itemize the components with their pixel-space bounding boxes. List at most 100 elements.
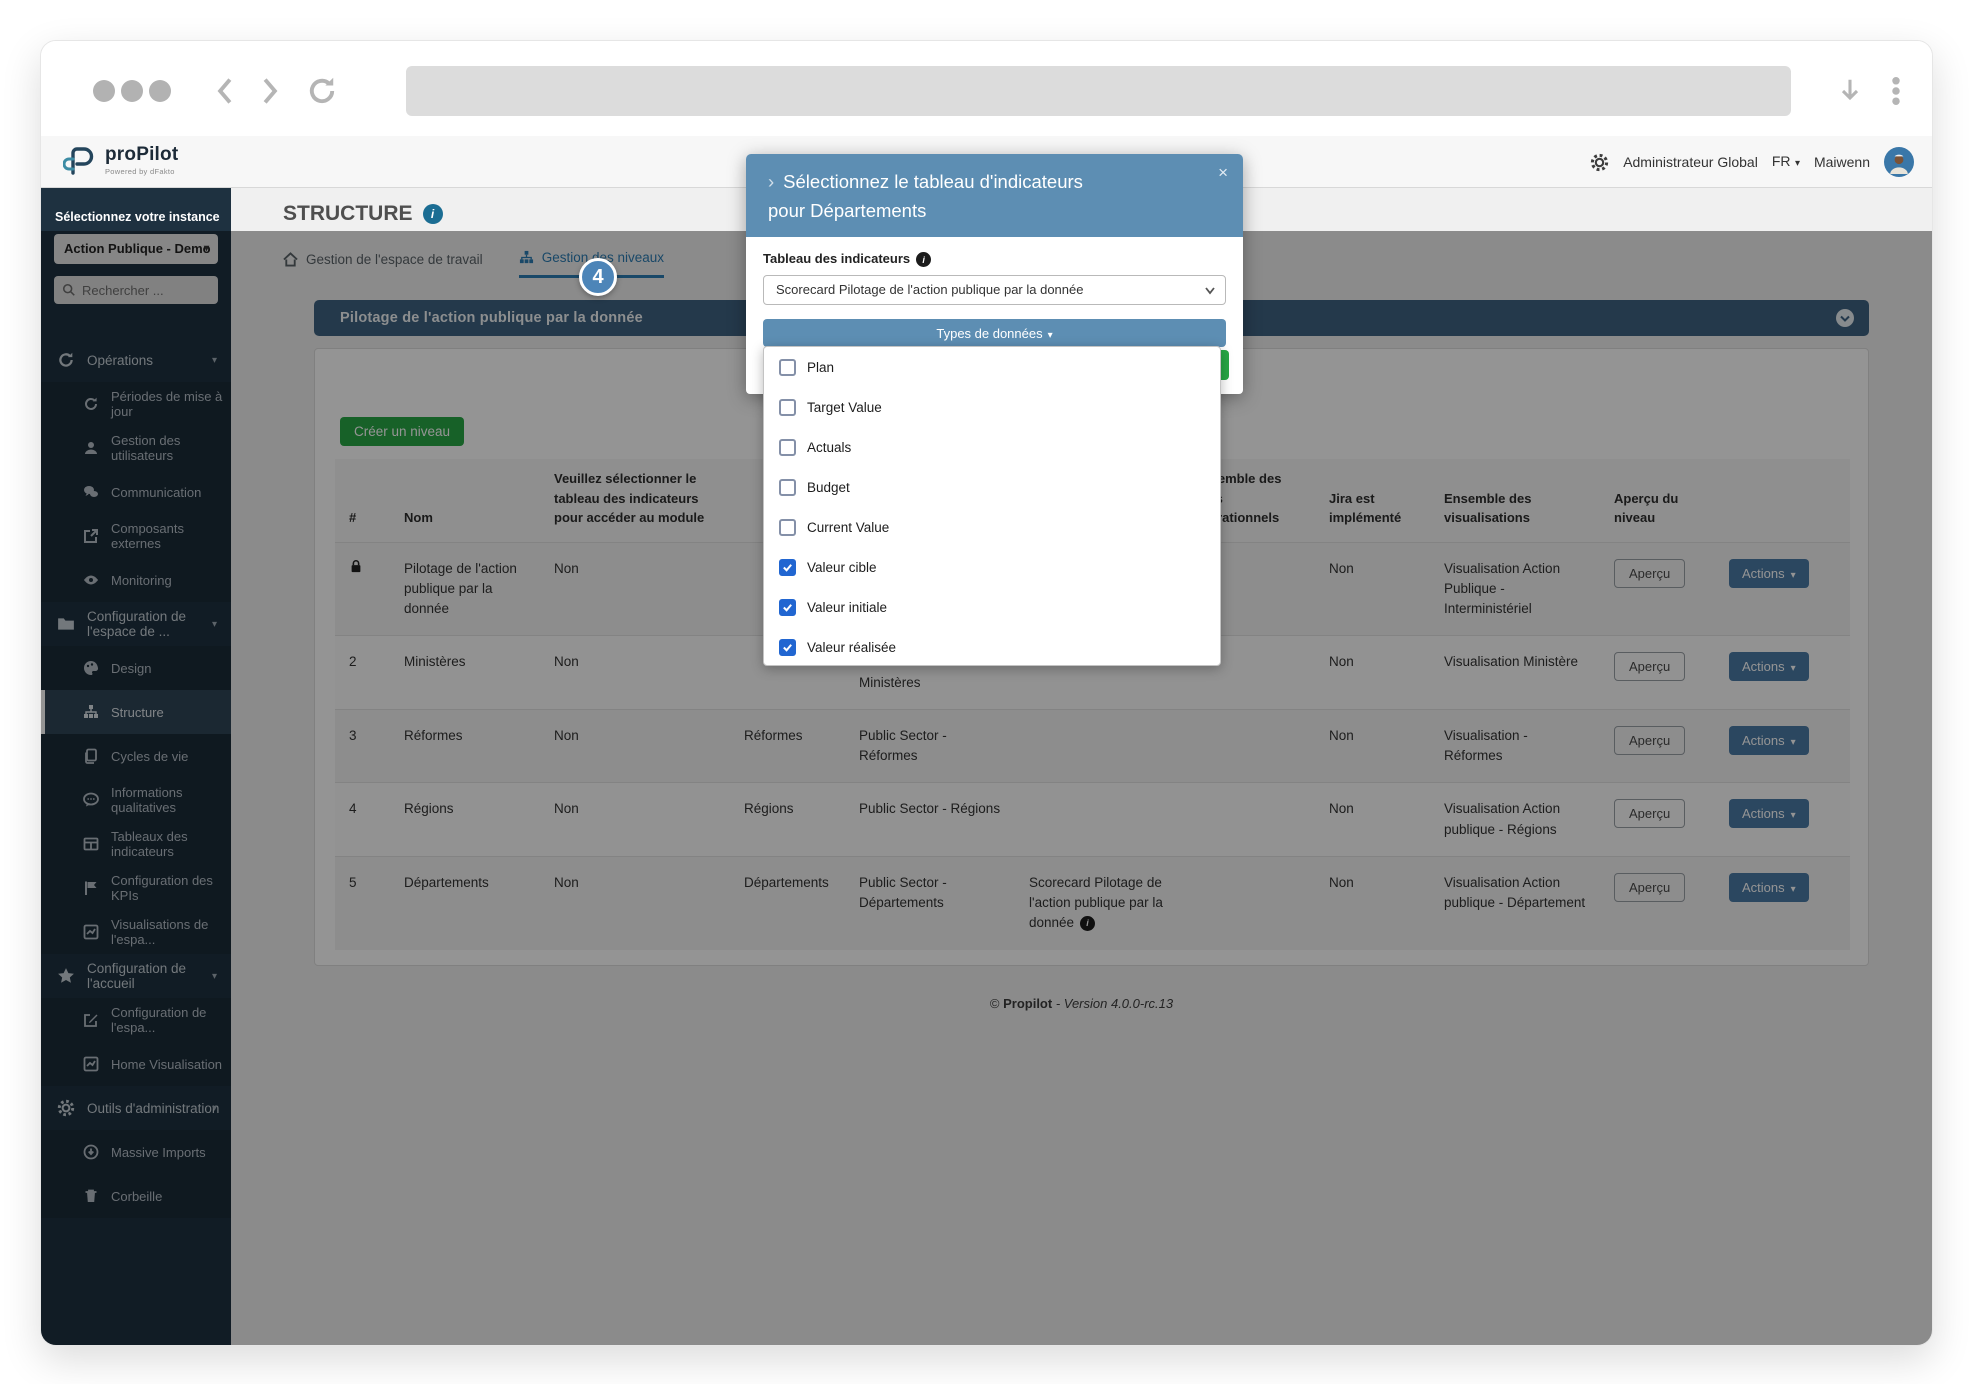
kebab-menu-icon[interactable]	[1888, 74, 1904, 108]
browser-window: proPilot Powered by dFakto Administrateu…	[40, 40, 1933, 1346]
actions-button[interactable]: Actions ▾	[1729, 725, 1809, 755]
sidebar-item-tableaux-des-indicateurs[interactable]: Tableaux des indicateurs	[41, 822, 231, 866]
window-control-dot[interactable]	[121, 80, 143, 102]
browser-chrome	[41, 41, 1932, 136]
download-icon[interactable]	[1836, 74, 1864, 108]
search-placeholder: Rechercher ...	[82, 282, 164, 298]
instance-label: Sélectionnez votre instance	[55, 210, 220, 224]
datatype-option[interactable]: Target Value	[764, 387, 1220, 427]
checkbox-checked-icon[interactable]	[779, 638, 796, 656]
datatype-option[interactable]: Budget	[764, 467, 1220, 507]
propilot-logo[interactable]: proPilot Powered by dFakto	[63, 142, 178, 178]
instance-select[interactable]: Action Publique - Demo ▾	[54, 234, 218, 264]
sidebar-item-label: Gestion des utilisateurs	[111, 433, 181, 463]
checkbox-unchecked-icon[interactable]	[779, 438, 796, 456]
option-label: Target Value	[807, 399, 882, 415]
palette-icon	[84, 661, 99, 675]
table-cell: 3	[349, 727, 357, 743]
sidebar-section-label: Configuration de l'espace de ...	[87, 609, 187, 639]
step-badge: 4	[579, 258, 617, 296]
field-label: Tableau des indicateurs i	[763, 251, 1226, 268]
sidebar-item-label: Communication	[111, 484, 202, 500]
gear-icon[interactable]	[1590, 153, 1609, 172]
create-level-button[interactable]: Créer un niveau	[340, 417, 465, 446]
sidebar-section-label: Configuration de l'accueil	[87, 961, 187, 991]
sidebar-item-informations-qualitatives[interactable]: Informations qualitatives	[41, 778, 231, 822]
datatype-option[interactable]: Valeur cible	[764, 547, 1220, 587]
info-icon[interactable]: i	[1080, 916, 1096, 932]
avatar[interactable]	[1884, 147, 1914, 177]
sidebar-item-communication[interactable]: Communication	[41, 470, 231, 514]
sidebar-item-structure[interactable]: Structure	[41, 690, 231, 734]
forward-icon[interactable]	[257, 74, 283, 108]
checkbox-unchecked-icon[interactable]	[779, 398, 796, 416]
sidebar-section[interactable]: Opérations ▾	[41, 338, 231, 382]
lock-icon	[351, 559, 361, 572]
sidebar-section[interactable]: Configuration de l'espace de ... ▾	[41, 602, 231, 646]
datatype-option[interactable]: Plan	[764, 347, 1220, 387]
sidebar-item-configuration-des-kpis[interactable]: Configuration des KPIs	[41, 866, 231, 910]
column-header: #	[349, 510, 357, 525]
search-icon	[62, 283, 75, 296]
search-input[interactable]: Rechercher ...	[54, 276, 218, 304]
actions-button[interactable]: Actions ▾	[1729, 872, 1809, 902]
info-icon[interactable]: i	[422, 204, 443, 224]
sidebar-section[interactable]: Outils d'administration ▾	[41, 1086, 231, 1130]
datatype-option[interactable]: Actuals	[764, 427, 1220, 467]
actions-button[interactable]: Actions ▾	[1729, 652, 1809, 682]
option-label: Plan	[807, 359, 835, 375]
sidebar-item-design[interactable]: Design	[41, 646, 231, 690]
table-cell: Non	[554, 560, 579, 576]
back-icon[interactable]	[212, 74, 238, 108]
info-icon[interactable]: i	[916, 252, 932, 268]
sidebar-item-label: Structure	[111, 704, 164, 720]
actions-button[interactable]: Actions ▾	[1729, 558, 1809, 588]
data-types-dropdown: Plan Target Value Actuals Budget Current Val…	[763, 346, 1221, 666]
types-de-donnees-button[interactable]: Types de données ▾	[763, 319, 1226, 348]
window-control-dot[interactable]	[149, 80, 171, 102]
apercu-button[interactable]: Aperçu	[1614, 872, 1686, 902]
home-icon	[283, 251, 298, 267]
language-selector[interactable]: FR ▾	[1771, 153, 1800, 169]
apercu-button[interactable]: Aperçu	[1614, 558, 1686, 588]
sidebar-item-gestion-des-utilisateurs[interactable]: Gestion des utilisateurs	[41, 426, 231, 470]
sidebar-item-monitoring[interactable]: Monitoring	[41, 558, 231, 602]
option-label: Actuals	[807, 439, 852, 455]
table-row: 3 Réformes Non Réformes Public Sector - Réfo…	[335, 709, 1850, 783]
sidebar-item-configuration-de-l-espa[interactable]: Configuration de l'espa...	[41, 998, 231, 1042]
table-cell: Aperçu	[1600, 542, 1715, 636]
sidebar-item-p-riodes-de-mise-jour[interactable]: Périodes de mise à jour	[41, 382, 231, 426]
sidebar-item-composants-externes[interactable]: Composants externes	[41, 514, 231, 558]
app-title: proPilot	[105, 144, 179, 165]
checkbox-unchecked-icon[interactable]	[779, 358, 796, 376]
sidebar-item-cycles-de-vie[interactable]: Cycles de vie	[41, 734, 231, 778]
table-cell: Visualisation - Réformes	[1444, 727, 1528, 763]
apercu-button[interactable]: Aperçu	[1614, 799, 1686, 829]
refresh-icon[interactable]	[305, 73, 339, 109]
datatype-option[interactable]: Current Value	[764, 507, 1220, 547]
window-control-dot[interactable]	[93, 80, 115, 102]
checkbox-unchecked-icon[interactable]	[779, 518, 796, 536]
checkbox-checked-icon[interactable]	[779, 558, 796, 576]
sidebar-item-corbeille[interactable]: Corbeille	[41, 1174, 231, 1218]
sidebar-item-massive-imports[interactable]: Massive Imports	[41, 1130, 231, 1174]
sidebar-section[interactable]: Configuration de l'accueil ▾	[41, 954, 231, 998]
speech-bubble-icon	[83, 792, 99, 807]
url-bar[interactable]	[406, 66, 1791, 116]
datatype-option[interactable]: Valeur réalisée	[764, 627, 1220, 667]
checkbox-unchecked-icon[interactable]	[779, 478, 796, 496]
actions-button[interactable]: Actions ▾	[1729, 799, 1809, 829]
chevron-down-icon: ▾	[1790, 569, 1796, 581]
datatype-option[interactable]: Valeur initiale	[764, 587, 1220, 627]
collapse-chevron-icon[interactable]	[1835, 308, 1855, 328]
close-icon[interactable]: ×	[1218, 163, 1228, 182]
user-icon	[85, 442, 97, 454]
apercu-button[interactable]: Aperçu	[1614, 652, 1686, 682]
chart-icon	[83, 1056, 99, 1072]
sidebar-item-visualisations-de-l-espa[interactable]: Visualisations de l'espa...	[41, 910, 231, 954]
scorecard-select[interactable]: Scorecard Pilotage de l'action publique …	[763, 275, 1226, 306]
tab-gestion-espace-travail[interactable]: Gestion de l'espace de travail	[283, 250, 483, 278]
checkbox-checked-icon[interactable]	[779, 598, 796, 616]
sidebar-item-home-visualisation[interactable]: Home Visualisation	[41, 1042, 231, 1086]
apercu-button[interactable]: Aperçu	[1614, 725, 1686, 755]
